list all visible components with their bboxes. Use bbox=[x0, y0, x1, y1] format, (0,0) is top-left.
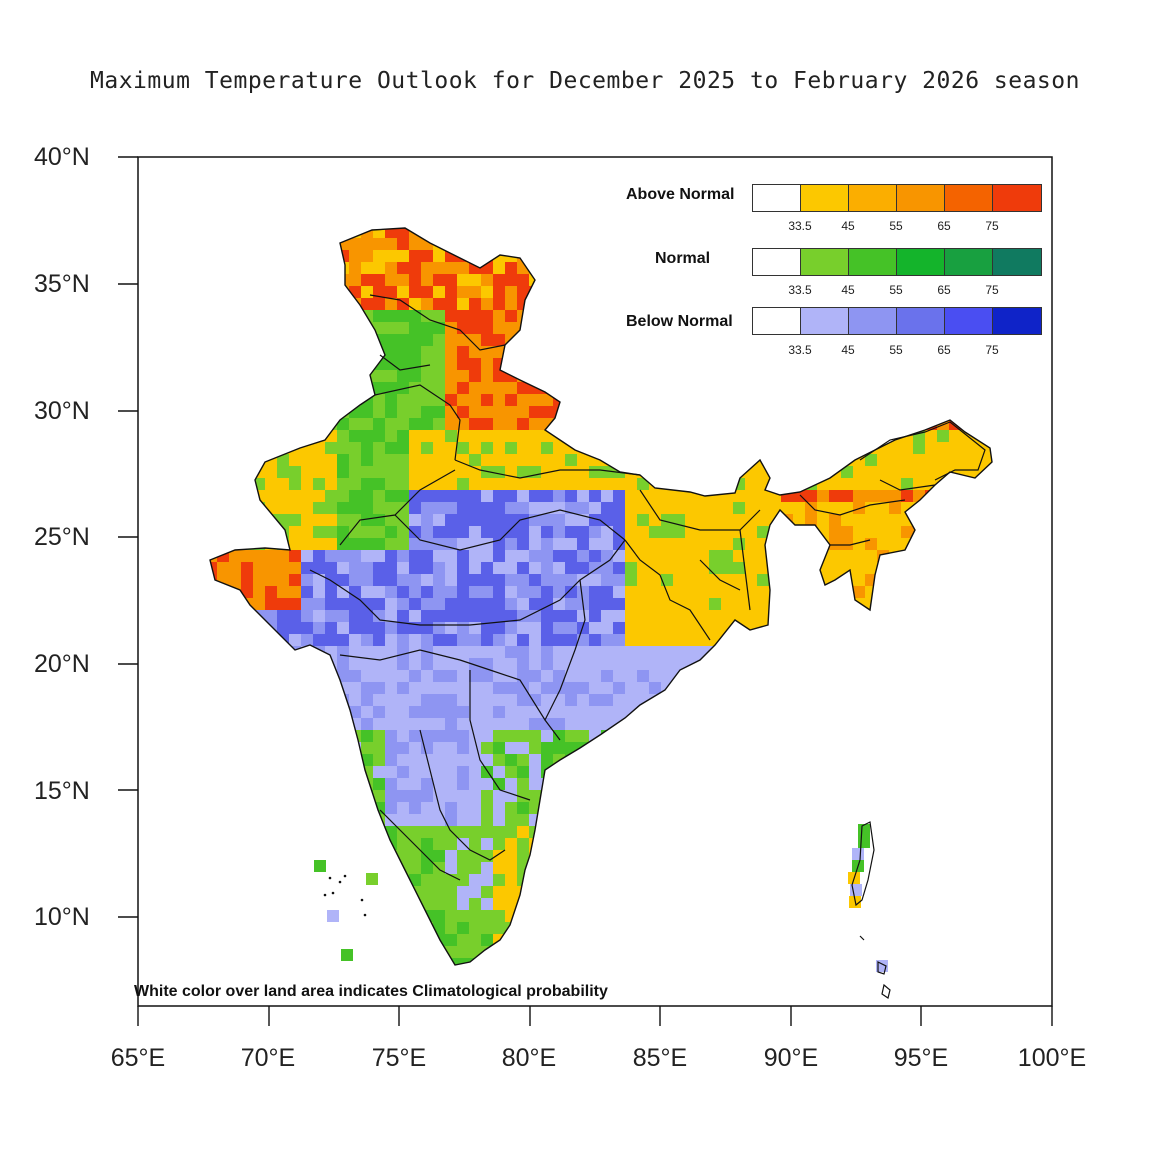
legend-swatch bbox=[944, 308, 993, 334]
y-label-35n: 35°N bbox=[34, 270, 90, 298]
legend-above-bar bbox=[752, 184, 1042, 212]
legend-above-tick-1: 33.5 bbox=[788, 219, 812, 233]
footnote: White color over land area indicates Cli… bbox=[134, 983, 608, 1000]
legend-swatch bbox=[944, 249, 993, 275]
state-boundaries bbox=[209, 227, 993, 966]
islands bbox=[314, 821, 891, 999]
legend-swatch bbox=[944, 185, 993, 211]
legend-normal-tick-4: 65 bbox=[937, 283, 951, 297]
x-label-90e: 90°E bbox=[763, 1044, 819, 1072]
x-label-85e: 85°E bbox=[632, 1044, 688, 1072]
legend-above-tick-2: 45 bbox=[841, 219, 855, 233]
x-label-100e: 100°E bbox=[1017, 1044, 1087, 1072]
legend-swatch bbox=[800, 249, 849, 275]
legend-normal-tick-5: 75 bbox=[985, 283, 999, 297]
y-label-40n: 40°N bbox=[34, 143, 90, 171]
legend-above-title: Above Normal bbox=[626, 186, 735, 203]
legend-swatch bbox=[848, 308, 897, 334]
legend-normal-bar bbox=[752, 248, 1042, 276]
y-label-30n: 30°N bbox=[34, 397, 90, 425]
legend-swatch bbox=[896, 185, 945, 211]
legend-swatch bbox=[848, 249, 897, 275]
x-label-70e: 70°E bbox=[240, 1044, 296, 1072]
legend-swatch bbox=[800, 185, 849, 211]
legend-above-tick-5: 75 bbox=[985, 219, 999, 233]
legend-above-tick-3: 55 bbox=[889, 219, 903, 233]
legend-below-tick-2: 45 bbox=[841, 343, 855, 357]
legend-below-tick-3: 55 bbox=[889, 343, 903, 357]
legend-below-tick-5: 75 bbox=[985, 343, 999, 357]
y-label-10n: 10°N bbox=[34, 903, 90, 931]
legend-swatch bbox=[753, 249, 801, 275]
legend-normal-tick-1: 33.5 bbox=[788, 283, 812, 297]
legend-swatch bbox=[753, 185, 801, 211]
legend-swatch bbox=[992, 249, 1041, 275]
legend-below-title: Below Normal bbox=[626, 313, 733, 330]
map-title: Maximum Temperature Outlook for December… bbox=[90, 68, 1080, 94]
legend-normal-tick-2: 45 bbox=[841, 283, 855, 297]
legend-below-bar bbox=[752, 307, 1042, 335]
legend-below-tick-1: 33.5 bbox=[788, 343, 812, 357]
legend-normal-title: Normal bbox=[655, 250, 711, 267]
x-label-95e: 95°E bbox=[893, 1044, 949, 1072]
legend-swatch bbox=[896, 308, 945, 334]
x-label-75e: 75°E bbox=[371, 1044, 427, 1072]
legend-swatch bbox=[896, 249, 945, 275]
x-label-80e: 80°E bbox=[501, 1044, 557, 1072]
legend-above-tick-4: 65 bbox=[937, 219, 951, 233]
legend-swatch bbox=[992, 185, 1041, 211]
legend-swatch bbox=[992, 308, 1041, 334]
y-label-25n: 25°N bbox=[34, 523, 90, 551]
legend-below-tick-4: 65 bbox=[937, 343, 951, 357]
x-label-65e: 65°E bbox=[110, 1044, 166, 1072]
axis-ticks bbox=[118, 156, 1053, 1026]
legend-swatch bbox=[753, 308, 801, 334]
y-label-20n: 20°N bbox=[34, 650, 90, 678]
legend-normal-tick-3: 55 bbox=[889, 283, 903, 297]
legend-swatch bbox=[800, 308, 849, 334]
y-label-15n: 15°N bbox=[34, 777, 90, 805]
legend-swatch bbox=[848, 185, 897, 211]
